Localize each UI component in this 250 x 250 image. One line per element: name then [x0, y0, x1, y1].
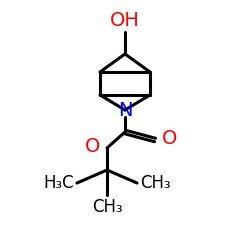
Text: H₃C: H₃C — [44, 174, 74, 192]
Text: O: O — [84, 138, 100, 156]
Text: CH₃: CH₃ — [140, 174, 170, 192]
Text: N: N — [118, 100, 132, 119]
Text: OH: OH — [110, 11, 140, 30]
Text: O: O — [162, 130, 178, 148]
Text: CH₃: CH₃ — [92, 198, 122, 216]
